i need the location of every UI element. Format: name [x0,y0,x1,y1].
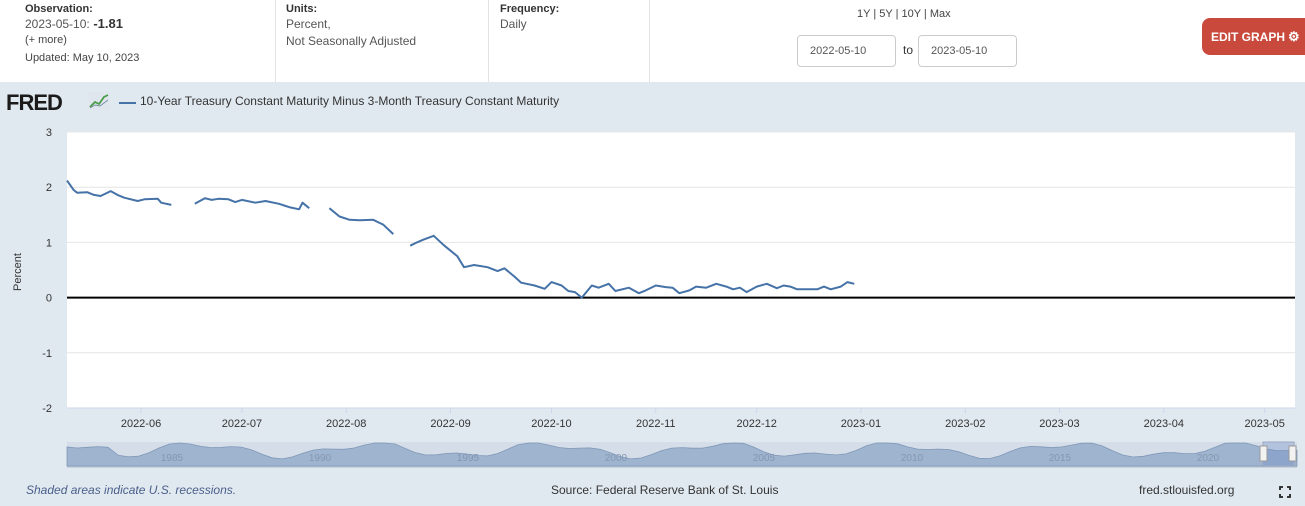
series-meta-bar: Observation: 2023-05-10: -1.81 (+ more) … [0,0,1305,82]
x-tick-labels: 2022-06 2022-07 2022-08 2022-09 2022-10 2022-… [121,418,1285,430]
y-tick-label: 2 [46,182,52,194]
units-panel: Units: Percent, Not Seasonally Adjusted [276,0,489,82]
series-line-segment [409,234,855,299]
x-tick-label: 2022-06 [121,418,161,430]
fullscreen-icon[interactable] [1279,486,1291,498]
fred-chart-logo-icon [88,92,110,110]
observation-label: Observation: [25,3,93,15]
x-tick-label: 2022-12 [737,418,777,430]
units-line2: Not Seasonally Adjusted [286,34,417,48]
frequency-panel: Frequency: Daily [489,0,650,82]
x-tick-label: 2023-01 [841,418,881,430]
y-tick-label: -1 [42,348,52,360]
observation-date: 2023-05-10: [25,17,90,31]
edit-graph-button[interactable]: EDIT GRAPH ⚙ [1202,18,1305,55]
end-date-input[interactable] [918,35,1017,67]
plot-background [67,132,1295,408]
frequency-value: Daily [500,17,527,31]
navigator-year-label: 2005 [753,453,776,464]
navigator-handle[interactable] [1288,445,1297,462]
edit-graph-label: EDIT GRAPH [1211,30,1286,44]
units-label: Units: [286,3,318,15]
navigator-series-area [66,442,1298,467]
x-tick-label: 2023-03 [1039,418,1079,430]
fred-logo: FRED [6,90,63,115]
legend-series-name: 10-Year Treasury Constant Maturity Minus… [140,94,560,108]
navigator-year-label: 2015 [1049,453,1072,464]
recession-note: Shaded areas indicate U.S. recessions. [26,483,237,497]
y-tick-label: 0 [46,293,52,305]
navigator-year-label: 2000 [605,453,628,464]
x-tick-label: 2022-08 [326,418,366,430]
y-tick-label: -2 [42,403,52,415]
series-line-segment [194,197,310,211]
units-line1: Percent, [286,17,331,31]
navigator-year-label: 2020 [1197,453,1220,464]
range-links: 1Y | 5Y | 10Y | Max [857,8,951,20]
y-tick-label: 3 [46,127,52,139]
start-date-input[interactable] [797,35,896,67]
x-tick-label: 2023-04 [1144,418,1184,430]
frequency-label: Frequency: [500,3,560,15]
observation-more-link[interactable]: (+ more) [25,34,67,46]
navigator-year-label: 1985 [161,453,184,464]
series-line-segment [328,207,394,235]
observation-panel: Observation: 2023-05-10: -1.81 (+ more) … [0,0,276,82]
to-label: to [903,43,914,57]
x-tick-label: 2022-07 [222,418,262,430]
y-axis-label: Percent [12,253,24,291]
navigator-year-label: 1990 [309,453,332,464]
range-link-1y[interactable]: 1Y [857,8,871,20]
x-tick-label: 2023-02 [945,418,985,430]
observation-value: -1.81 [93,16,123,31]
observation-value-line: 2023-05-10: -1.81 [25,16,275,31]
x-tick-label: 2022-09 [430,418,470,430]
y-tick-label: 1 [46,237,52,249]
range-link-max[interactable]: Max [929,8,951,20]
graph-panel: FRED 10-Year Treasury Constant Maturity … [0,82,1305,506]
navigator-year-label: 1995 [457,453,480,464]
series-layer [66,180,855,299]
gear-icon: ⚙ [1288,29,1300,44]
legend-series-swatch [119,102,136,104]
series-line-segment [66,180,172,206]
navigator-year-label: 2010 [901,453,924,464]
x-tick-label: 2023-05 [1245,418,1285,430]
x-tick-label: 2022-11 [636,418,676,430]
y-tick-labels: -2 -1 0 1 2 3 [42,127,52,415]
source-text: Source: Federal Reserve Bank of St. Loui… [551,483,779,497]
site-link[interactable]: fred.stlouisfed.org [1139,483,1235,497]
x-tick-label: 2022-10 [531,418,571,430]
range-link-10y[interactable]: 10Y [901,8,921,20]
navigator-handle[interactable] [1259,445,1268,462]
updated-date: Updated: May 10, 2023 [25,52,140,64]
range-navigator[interactable]: 1985 1990 1995 2000 2005 2010 2015 2020 [66,441,1298,468]
range-link-5y[interactable]: 5Y [879,8,893,20]
grid-layer [67,131,1295,413]
